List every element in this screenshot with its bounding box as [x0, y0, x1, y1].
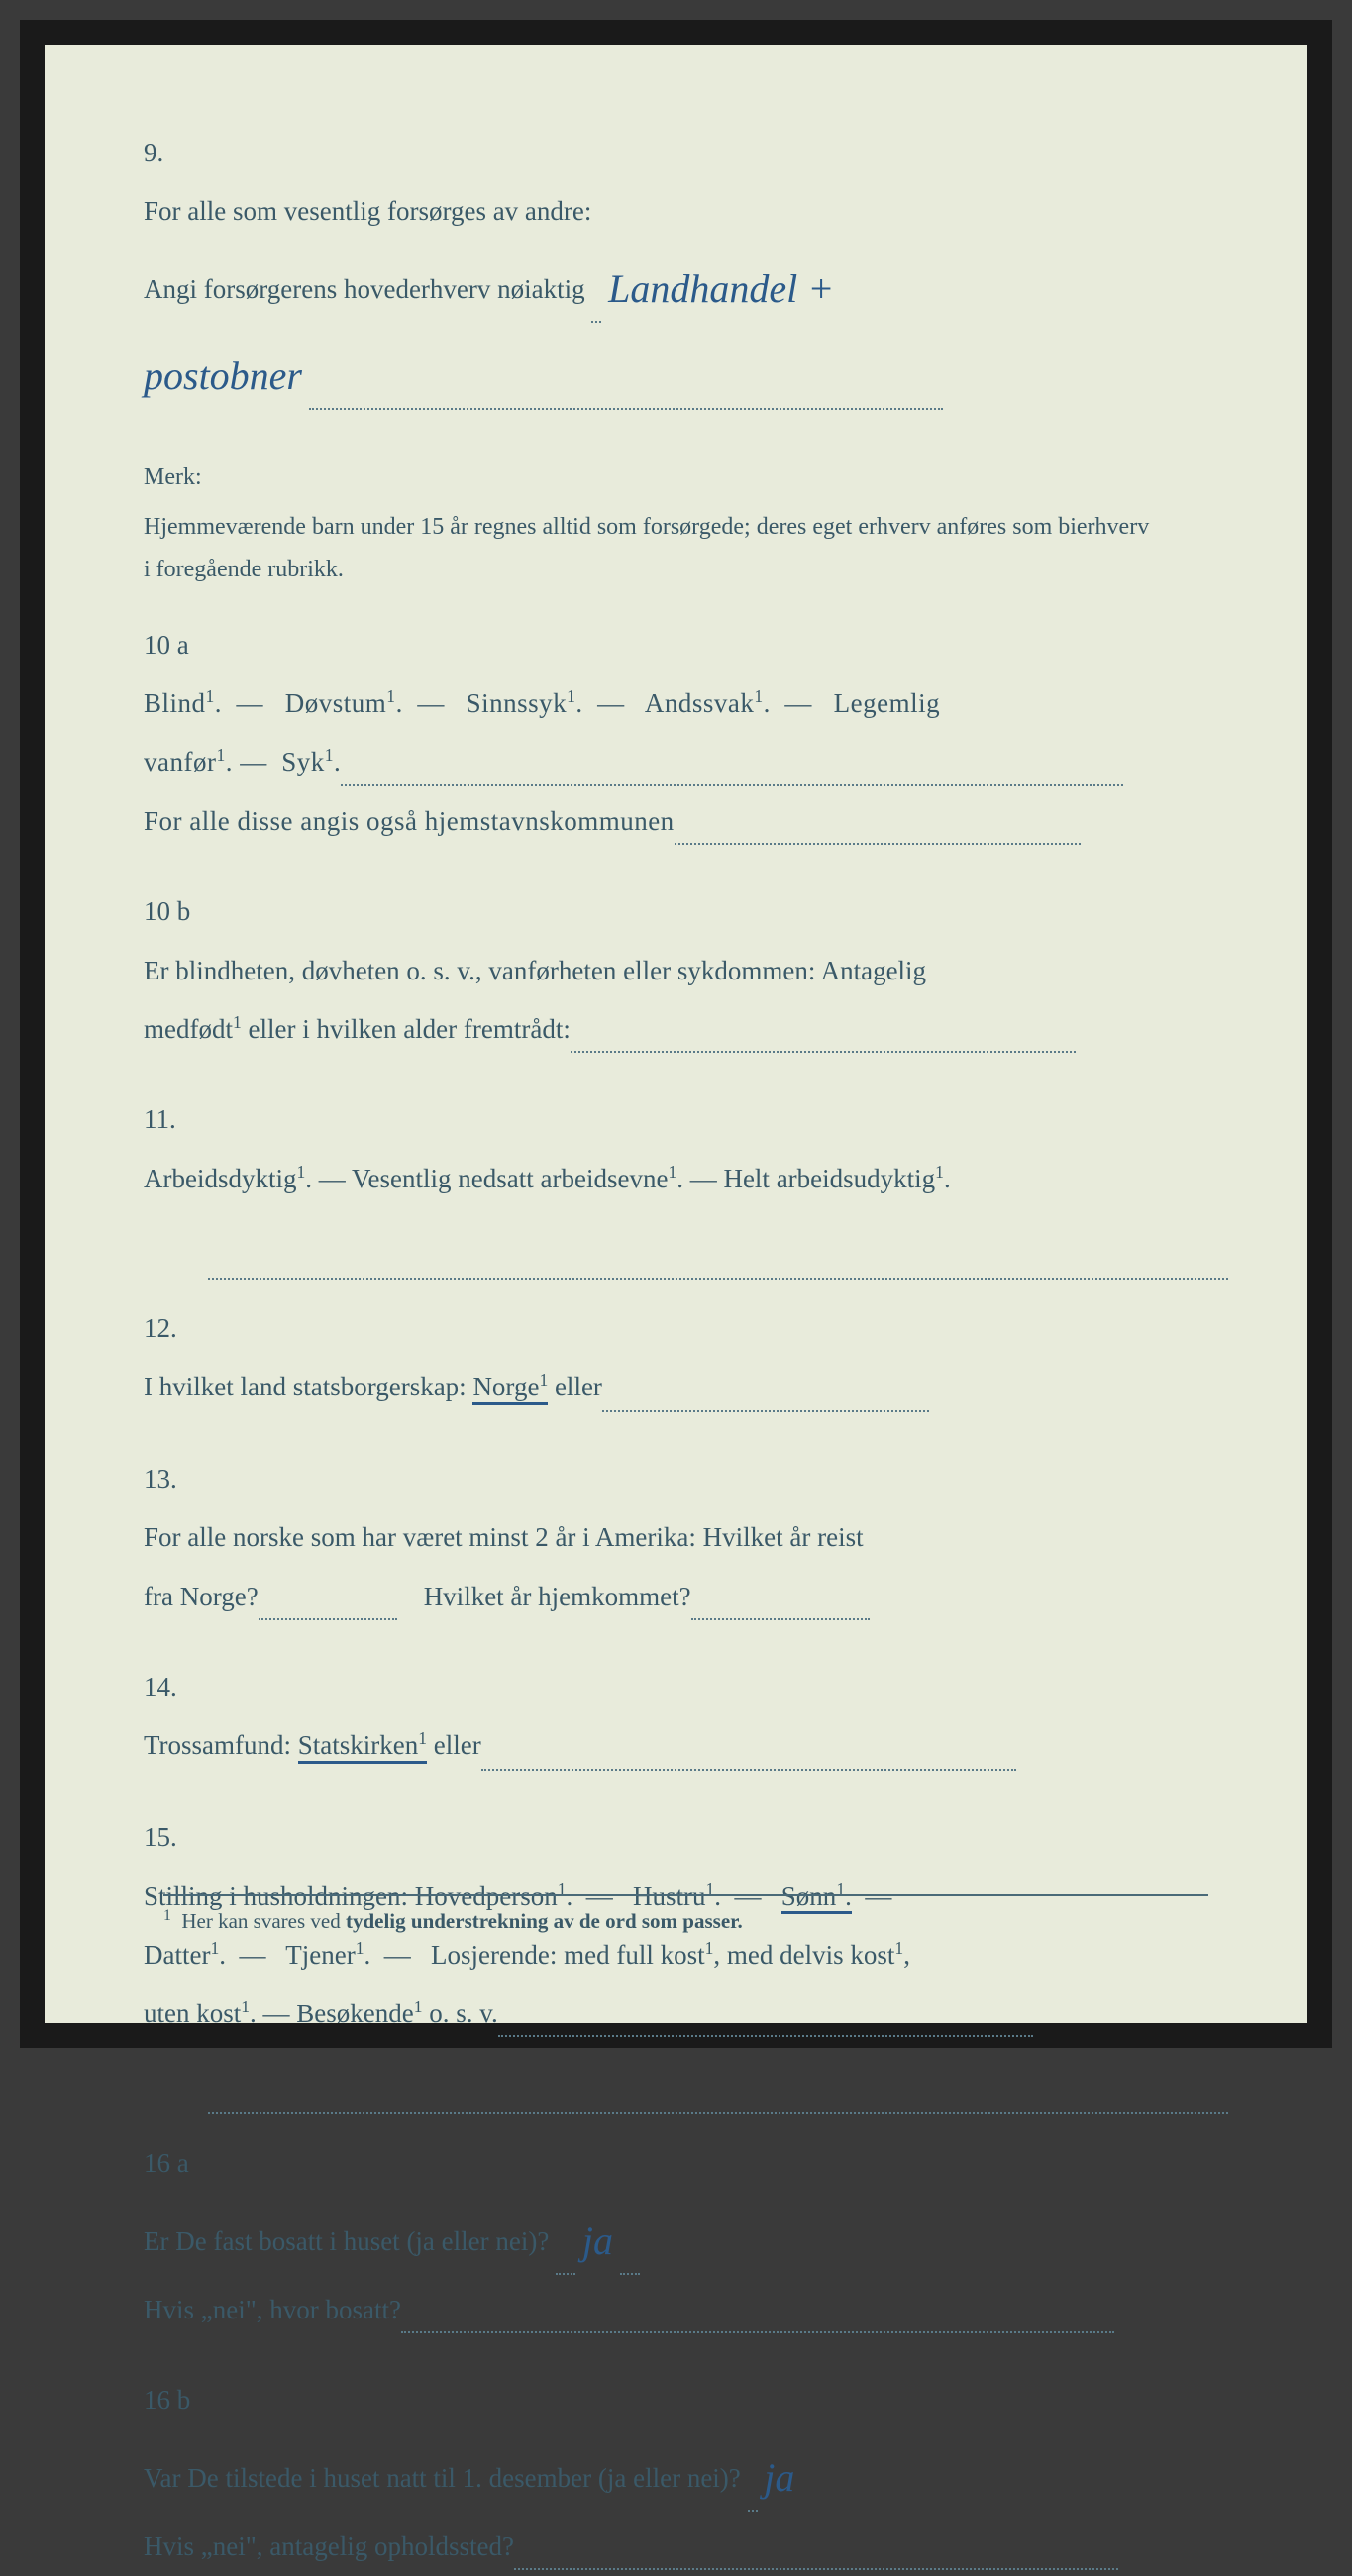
opt: Helt arbeidsudyktig — [723, 1164, 935, 1193]
q13-body: For alle norske som har været minst 2 år… — [144, 1508, 1159, 1626]
q16a-line1: Er De fast bosatt i huset (ja eller nei)… — [144, 2226, 549, 2256]
q9-line1: For alle som vesentlig forsørges av andr… — [144, 196, 591, 226]
dot-line — [675, 843, 1081, 845]
dot-line — [620, 2273, 640, 2275]
q10b-line2b: eller i hvilken alder fremtrådt: — [249, 1014, 571, 1044]
question-10b: 10 b Er blindheten, døvheten o. s. v., v… — [144, 882, 1228, 1059]
opt: Datter — [144, 1940, 210, 1970]
q16b-answer: ja — [764, 2455, 794, 2500]
merk-text: Hjemmeværende barn under 15 år regnes al… — [144, 506, 1159, 591]
q9-line2-prefix: Angi forsørgerens hovederhverv nøiaktig — [144, 274, 585, 304]
opt: Tjener — [285, 1940, 355, 1970]
question-16a: 16 a Er De fast bosatt i huset (ja eller… — [144, 2134, 1228, 2339]
q14-rest: eller — [434, 1730, 481, 1760]
q15-los: Losjerende: med full kost — [431, 1940, 705, 1970]
q16a-body: Er De fast bosatt i huset (ja eller nei)… — [144, 2194, 1159, 2339]
q10b-body: Er blindheten, døvheten o. s. v., vanfør… — [144, 942, 1159, 1060]
q13-line2a: fra Norge? — [144, 1582, 259, 1611]
dot-line — [556, 2273, 575, 2275]
merk-note: Merk: Hjemmeværende barn under 15 år reg… — [144, 448, 1228, 592]
q14-body: Trossamfund: Statskirken1 eller — [144, 1716, 1159, 1776]
dot-line — [401, 2331, 1114, 2333]
q10b-line2a: medfødt — [144, 1014, 233, 1044]
divider-line — [208, 2075, 1228, 2114]
q11-body: Arbeidsdyktig1. — Vesentlig nedsatt arbe… — [144, 1150, 1159, 1208]
dot-line — [309, 408, 943, 410]
q10a-number: 10 a — [144, 616, 208, 674]
q14-underlined: Statskirken1 — [298, 1730, 427, 1764]
q12-body: I hvilket land statsborgerskap: Norge1 e… — [144, 1358, 1159, 1417]
opt: Syk — [281, 747, 325, 776]
q16b-number: 16 b — [144, 2371, 208, 2429]
q10a-line3: For alle disse angis også hjemstavnskomm… — [144, 806, 675, 836]
opt: Blind — [144, 688, 206, 718]
q13-number: 13. — [144, 1450, 208, 1508]
question-16b: 16 b Var De tilstede i huset natt til 1.… — [144, 2371, 1228, 2576]
divider-line — [208, 1240, 1228, 1280]
opt: Andssvak — [645, 688, 755, 718]
q16a-answer: ja — [582, 2218, 613, 2263]
opt: Sinnssyk — [467, 688, 568, 718]
q13-line2b: Hvilket år hjemkommet? — [424, 1582, 691, 1611]
question-11: 11. Arbeidsdyktig1. — Vesentlig nedsatt … — [144, 1090, 1228, 1208]
q9-number: 9. — [144, 124, 208, 182]
q15-l3a: uten kost — [144, 1999, 241, 2028]
dot-line — [602, 1410, 929, 1412]
q10b-number: 10 b — [144, 882, 208, 941]
merk-label: Merk: — [144, 452, 208, 504]
opt: vanfør — [144, 747, 216, 776]
opt: Døvstum — [285, 688, 387, 718]
dot-line — [571, 1051, 1076, 1053]
dot-line — [748, 2510, 758, 2512]
q9-answer2: postobner — [144, 354, 302, 398]
dot-line — [591, 321, 601, 323]
dot-line — [691, 1618, 870, 1620]
q12-number: 12. — [144, 1299, 208, 1358]
q9-body: For alle som vesentlig forsørges av andr… — [144, 182, 1159, 415]
q15-l3b: . — Besøkende — [250, 1999, 414, 2028]
question-9: 9. For alle som vesentlig forsørges av a… — [144, 124, 1228, 416]
q15-l3c: o. s. v. — [423, 1999, 498, 2028]
q14-number: 14. — [144, 1658, 208, 1716]
q16b-body: Var De tilstede i huset natt til 1. dese… — [144, 2430, 1159, 2576]
footnote-text-bold: tydelig understrekning av de ord som pas… — [346, 1909, 743, 1933]
opt: Vesentlig nedsatt arbeidsevne — [352, 1164, 668, 1193]
question-14: 14. Trossamfund: Statskirken1 eller — [144, 1658, 1228, 1777]
q10a-body: Blind1. — Døvstum1. — Sinnssyk1. — Andss… — [144, 674, 1159, 851]
q9-answer1: Landhandel + — [608, 266, 834, 311]
q12-rest: eller — [555, 1372, 602, 1401]
q15-los2: , med delvis kost — [713, 1940, 894, 1970]
q16a-line2: Hvis „nei", hvor bosatt? — [144, 2295, 401, 2324]
dot-line — [341, 784, 1123, 786]
question-12: 12. I hvilket land statsborgerskap: Norg… — [144, 1299, 1228, 1418]
question-10a: 10 a Blind1. — Døvstum1. — Sinnssyk1. — … — [144, 616, 1228, 852]
q15-number: 15. — [144, 1808, 208, 1867]
opt: Legemlig — [834, 688, 940, 718]
footnote-text-plain: Her kan svares ved — [181, 1909, 346, 1933]
dot-line — [514, 2568, 1118, 2570]
q16b-line2: Hvis „nei", antagelig opholdssted? — [144, 2531, 514, 2561]
question-13: 13. For alle norske som har været minst … — [144, 1450, 1228, 1626]
q10b-line1: Er blindheten, døvheten o. s. v., vanfør… — [144, 956, 926, 985]
opt: Arbeidsdyktig — [144, 1164, 297, 1193]
q11-number: 11. — [144, 1090, 208, 1149]
q12-underlined: Norge1 — [472, 1372, 548, 1405]
q16a-number: 16 a — [144, 2134, 208, 2193]
dot-line — [498, 2035, 1033, 2037]
q12-prefix: I hvilket land statsborgerskap: — [144, 1372, 472, 1401]
footnote: 1 Her kan svares ved tydelig understrekn… — [163, 1894, 1208, 1934]
q13-line1: For alle norske som har været minst 2 år… — [144, 1522, 864, 1552]
dot-line — [259, 1618, 397, 1620]
footnote-marker: 1 — [163, 1907, 171, 1924]
q14-prefix: Trossamfund: — [144, 1730, 298, 1760]
dot-line — [481, 1769, 1016, 1771]
q16b-line1: Var De tilstede i huset natt til 1. dese… — [144, 2463, 741, 2493]
census-form-page: 9. For alle som vesentlig forsørges av a… — [20, 20, 1332, 2048]
